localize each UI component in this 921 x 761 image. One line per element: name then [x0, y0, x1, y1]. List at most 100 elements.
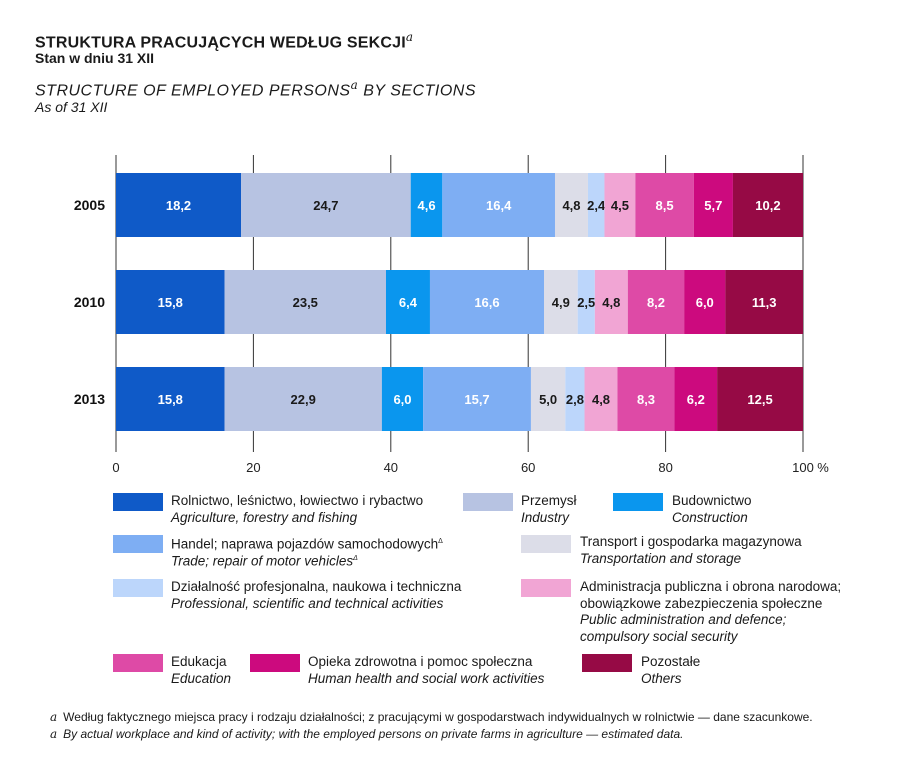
legend-swatch — [521, 579, 571, 597]
bar-segment — [442, 173, 555, 237]
legend-label-pl: Rolnictwo, leśnictwo, łowiectwo i rybact… — [171, 493, 424, 508]
data-label: 15,7 — [464, 392, 489, 407]
chart-subtitle-en: As of 31 XII — [35, 99, 108, 115]
bar-segment — [116, 270, 225, 334]
category-label: 2005 — [74, 197, 105, 213]
legend-swatch — [113, 654, 163, 672]
bar-segment — [635, 173, 694, 237]
legend-label-en: Others — [641, 670, 682, 686]
bar-segment — [116, 367, 225, 431]
x-tick-label: 20 — [246, 460, 260, 475]
chart-subtitle: Stan w dniu 31 XII — [35, 50, 155, 66]
data-label: 2,8 — [566, 392, 584, 407]
data-label: 16,6 — [474, 295, 499, 310]
legend-label-pl: Działalność profesjonalna, naukowa i tec… — [171, 579, 462, 594]
bar-segment — [732, 173, 803, 237]
legend-label-pl: obowiązkowe zabezpieczenia społeczne — [580, 595, 823, 611]
bar-segment — [116, 173, 242, 237]
legend-swatch — [250, 654, 300, 672]
data-label: 5,0 — [539, 392, 557, 407]
data-label: 6,0 — [393, 392, 411, 407]
bar-segment — [241, 173, 411, 237]
bar-segment — [584, 367, 618, 431]
bar-segment — [617, 367, 675, 431]
legend-label-en: Professional, scientific and technical a… — [171, 595, 444, 611]
chart-title-en: STRUCTURE OF EMPLOYED PERSONSa BY SECTIO… — [35, 78, 476, 100]
bar-segment — [381, 367, 424, 431]
chart-title-en-text: STRUCTURE OF EMPLOYED PERSONS — [35, 82, 351, 100]
bar-segment — [385, 270, 430, 334]
legend-label-pl: Transport i gospodarka magazynowa — [580, 534, 802, 549]
footnote-pl-mark: a — [50, 710, 58, 724]
legend-swatch — [113, 493, 163, 511]
bar-segment — [544, 270, 578, 334]
data-label: 23,5 — [293, 295, 318, 310]
bar-segment — [684, 270, 726, 334]
footnote-en-text: By actual workplace and kind of activity… — [63, 727, 684, 741]
data-label: 4,6 — [417, 198, 435, 213]
bar-segment — [587, 173, 605, 237]
data-label: 6,4 — [399, 295, 418, 310]
bar-segment — [224, 270, 386, 334]
footnote-en-mark: a — [50, 727, 58, 741]
legend-label-pl: Budownictwo — [672, 493, 752, 508]
legend-swatch — [582, 654, 632, 672]
legend-label-en: Public administration and defence; — [580, 612, 787, 627]
bar-segment — [554, 173, 588, 237]
bar-segment — [410, 173, 443, 237]
bar-segment — [717, 367, 803, 431]
legend-swatch — [113, 579, 163, 597]
x-tick-label: 0 — [112, 460, 119, 475]
x-tick-label: 60 — [521, 460, 535, 475]
data-label: 6,2 — [687, 392, 705, 407]
data-label: 8,3 — [637, 392, 655, 407]
bar-segment — [530, 367, 566, 431]
data-label: 24,7 — [313, 198, 338, 213]
x-unit-label: % — [817, 460, 829, 475]
footnote-pl: a Według faktycznego miejsca pracy i rodz… — [50, 710, 813, 724]
legend-label-pl: Handel; naprawa pojazdów samochodowychΔ — [171, 536, 443, 552]
bar-segment — [423, 367, 531, 431]
data-label: 4,5 — [611, 198, 629, 213]
category-label: 2013 — [74, 391, 105, 407]
data-label: 4,8 — [602, 295, 620, 310]
legend-label-en: Human health and social work activities — [308, 670, 545, 686]
data-label: 5,7 — [704, 198, 722, 213]
legend-swatch — [613, 493, 663, 511]
bar-segment — [627, 270, 685, 334]
legend-label-en: compulsory social security — [580, 628, 738, 644]
data-label: 2,4 — [587, 198, 606, 213]
legend-label-en: Industry — [521, 509, 570, 525]
legend-swatch — [521, 535, 571, 553]
data-label: 4,8 — [562, 198, 580, 213]
legend-footnote-mark: Δ — [353, 554, 358, 562]
legend-label-en: Education — [171, 670, 232, 686]
data-label: 10,2 — [755, 198, 780, 213]
legend-label-pl: Edukacja — [171, 654, 227, 669]
data-label: 6,0 — [696, 295, 714, 310]
data-label: 11,3 — [752, 295, 777, 310]
data-label: 4,8 — [592, 392, 610, 407]
x-tick-label: 40 — [384, 460, 398, 475]
data-label: 15,8 — [158, 392, 183, 407]
legend-label-en: Agriculture, forestry and fishing — [171, 509, 358, 525]
legend-label-pl: Opieka zdrowotna i pomoc społeczna — [308, 654, 533, 669]
legend-label-pl: Przemysł — [521, 493, 577, 508]
bar-segment — [604, 173, 636, 237]
footnote-mark: a — [405, 30, 414, 44]
legend-footnote-mark: Δ — [438, 538, 443, 545]
bar-segment — [429, 270, 545, 334]
data-label: 16,4 — [486, 198, 512, 213]
data-label: 12,5 — [747, 392, 772, 407]
bar-segment — [565, 367, 585, 431]
bar-segment — [594, 270, 628, 334]
legend-swatch — [463, 493, 513, 511]
bar-segment — [577, 270, 595, 334]
x-tick-label: 100 — [792, 460, 814, 475]
data-label: 22,9 — [291, 392, 316, 407]
footnote-pl-text: Według faktycznego miejsca pracy i rodza… — [63, 710, 813, 724]
chart-title: STRUKTURA PRACUJĄCYCH WEDŁUG SEKCJIa — [35, 30, 413, 52]
stacked-bar-chart: 0 20 40 60 80 100 % 2005 18,2 24,7 4,6 16,4 4,8 2,4 4,… — [74, 155, 829, 475]
legend-label-pl: Pozostałe — [641, 654, 701, 669]
data-label: 4,9 — [552, 295, 570, 310]
